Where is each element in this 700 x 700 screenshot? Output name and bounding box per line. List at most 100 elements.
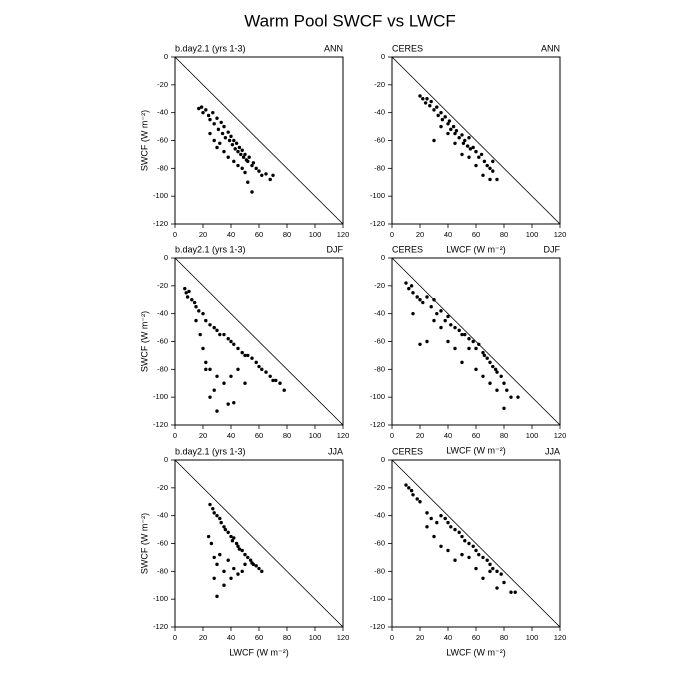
data-point	[491, 159, 495, 164]
data-point	[457, 136, 461, 140]
data-point	[264, 370, 268, 374]
data-point	[460, 332, 464, 337]
x-tick-label: 40	[444, 633, 452, 642]
data-point	[212, 122, 216, 126]
data-point	[423, 101, 428, 105]
data-point	[415, 497, 419, 501]
x-tick-label: 40	[227, 633, 235, 642]
y-tick-label: -80	[374, 566, 385, 575]
y-tick-label: -20	[374, 483, 385, 492]
x-tick-label: 80	[500, 633, 508, 642]
data-point	[212, 511, 216, 515]
data-point	[443, 115, 447, 119]
x-tick-label: 20	[199, 633, 207, 642]
data-point	[218, 516, 222, 521]
data-point	[240, 350, 244, 355]
y-tick-label: -60	[157, 135, 168, 144]
data-point	[513, 590, 517, 594]
data-point	[491, 169, 495, 173]
data-point	[447, 119, 452, 123]
data-point	[208, 502, 212, 507]
y-axis-label: SWCF (W m⁻²)	[139, 110, 149, 171]
data-point	[505, 388, 509, 392]
x-tick-label: 40	[444, 431, 452, 440]
data-point	[451, 124, 456, 129]
panel-left-title: b.day2.1 (yrs 1-3)	[175, 244, 246, 254]
data-point	[449, 525, 453, 529]
data-point	[460, 133, 464, 137]
data-point	[453, 325, 457, 330]
data-point	[229, 339, 233, 344]
x-tick-label: 60	[472, 633, 480, 642]
data-point	[211, 507, 215, 511]
x-tick-label: 0	[390, 230, 394, 239]
data-point	[495, 569, 499, 574]
data-point	[197, 309, 201, 313]
data-point	[237, 145, 242, 150]
y-tick-label: -40	[157, 108, 168, 117]
data-point	[199, 105, 204, 109]
data-point	[425, 525, 429, 529]
x-tick-label: 60	[255, 431, 263, 440]
data-point	[232, 138, 236, 143]
data-point	[234, 541, 239, 546]
data-point	[250, 356, 254, 360]
data-point	[488, 166, 492, 171]
y-tick-label: -80	[157, 566, 168, 575]
data-point	[516, 395, 520, 399]
data-point	[240, 569, 244, 574]
data-point	[485, 558, 489, 562]
data-point	[212, 388, 216, 392]
data-point	[240, 148, 244, 152]
data-point	[509, 590, 513, 594]
data-point	[454, 129, 459, 133]
data-point	[453, 527, 457, 532]
data-point	[257, 169, 261, 173]
reference-line	[174, 459, 344, 628]
data-point	[488, 569, 492, 574]
data-point	[446, 131, 450, 136]
data-point	[474, 163, 478, 168]
data-point	[453, 141, 457, 145]
data-point	[251, 562, 256, 567]
data-point	[425, 295, 429, 299]
data-point	[208, 367, 212, 372]
data-point	[429, 516, 433, 521]
x-tick-label: 80	[500, 431, 508, 440]
y-tick-label: 0	[164, 455, 168, 464]
data-point	[468, 147, 473, 151]
data-point	[206, 113, 211, 118]
data-point	[479, 152, 484, 157]
data-point	[226, 155, 230, 159]
y-tick-label: -20	[157, 281, 168, 290]
data-point	[222, 381, 226, 385]
y-tick-label: -20	[374, 281, 385, 290]
data-point	[474, 346, 478, 351]
data-point	[229, 134, 233, 139]
data-point	[206, 534, 211, 539]
y-tick-label: -100	[370, 191, 385, 200]
data-point	[429, 99, 433, 104]
x-tick-label: 60	[255, 633, 263, 642]
data-point	[446, 339, 450, 344]
data-point	[435, 520, 439, 525]
data-point	[453, 131, 457, 136]
data-point	[212, 138, 216, 143]
data-point	[467, 555, 471, 560]
x-tick-label: 120	[554, 431, 567, 440]
y-tick-label: -120	[153, 420, 168, 429]
data-point	[226, 402, 230, 406]
data-point	[236, 544, 240, 548]
data-point	[439, 124, 443, 129]
data-point	[183, 286, 187, 291]
data-point	[463, 332, 467, 337]
y-tick-label: -120	[153, 219, 168, 228]
data-point	[481, 374, 485, 378]
x-tick-label: 60	[472, 230, 480, 239]
data-point	[428, 104, 432, 108]
data-point	[439, 544, 443, 548]
x-tick-label: 40	[444, 230, 452, 239]
data-point	[460, 152, 464, 157]
data-point	[226, 558, 230, 562]
y-tick-label: -60	[374, 538, 385, 547]
